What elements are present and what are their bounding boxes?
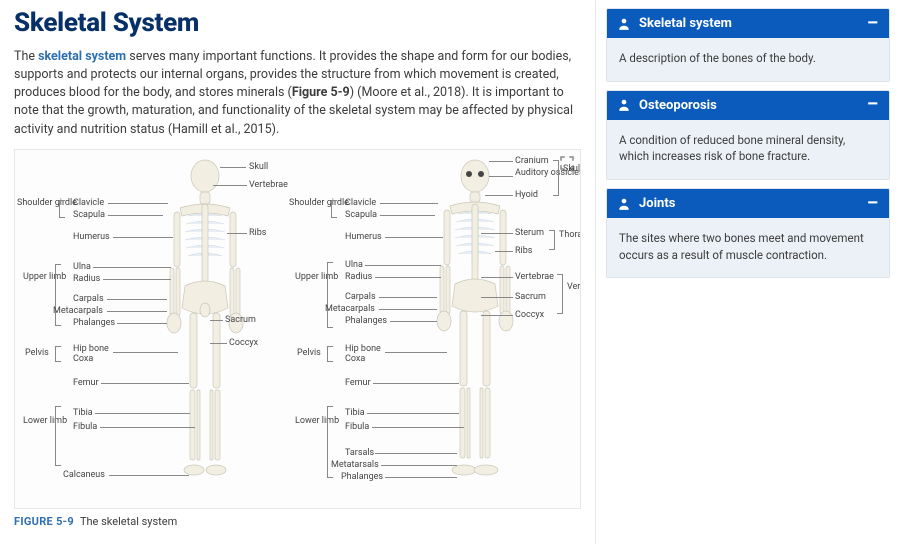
skeleton-anterior (410, 158, 540, 503)
label-skull-assoc: Skull and associated bone (563, 164, 581, 174)
label-fibula-2: Fibula (345, 422, 369, 432)
sidebar: Skeletal system − A description of the b… (595, 0, 900, 544)
label-hyoid: Hyoid (515, 190, 538, 200)
skeletal-system-link[interactable]: skeletal system (38, 49, 126, 64)
label-pelvis: Pelvis (25, 348, 49, 358)
label-lower-limb: Lower limb (23, 416, 53, 426)
label-metatarsals: Metatarsals (331, 460, 379, 470)
label-tarsals: Tarsals (345, 448, 374, 458)
label-hip-bone: Hip bone (73, 344, 109, 354)
label-coxa-2: Coxa (345, 354, 365, 364)
collapse-icon: − (867, 19, 879, 29)
glossary-title: Joints (639, 196, 675, 211)
figure-caption: FIGURE 5-9 The skeletal system (14, 515, 581, 528)
label-sternum: Sterum (515, 228, 544, 238)
label-radius-2: Radius (345, 272, 372, 282)
intro-text: The (14, 49, 38, 64)
label-vertebrae-2: Vertebrae (515, 272, 554, 282)
label-auditory: Auditory ossicles (515, 168, 555, 178)
figure-number: FIGURE 5-9 (14, 515, 74, 528)
collapse-icon: − (867, 199, 879, 209)
label-sacrum: Sacrum (225, 315, 256, 325)
figure-reference: Figure 5-9 (292, 85, 350, 100)
label-carpals: Carpals (73, 294, 104, 304)
label-femur-2: Femur (345, 378, 371, 388)
intro-paragraph: The skeletal system serves many importan… (14, 48, 581, 139)
glossary-box-skeletal-system: Skeletal system − A description of the b… (606, 8, 890, 82)
label-scapula: Scapula (73, 210, 105, 220)
label-vert-col: Vertebral column (567, 282, 581, 292)
label-carpals-2: Carpals (345, 292, 376, 302)
glossary-body: A condition of reduced bone mineral dens… (607, 120, 889, 179)
glossary-title: Skeletal system (639, 16, 732, 31)
label-ribs-2: Ribs (515, 246, 532, 256)
label-phalanges-2: Phalanges (345, 316, 387, 326)
label-hip-bone-2: Hip bone (345, 344, 381, 354)
label-cranium: Cranium (515, 156, 549, 166)
label-metacarpals-2: Metacarpals (325, 304, 375, 314)
collapse-icon: − (867, 100, 879, 110)
page-title: Skeletal System (14, 8, 581, 38)
figure-container: Skull Vertebrae Ribs Sacrum Coccyx Shoul… (14, 149, 581, 509)
glossary-box-joints: Joints − The sites where two bones meet … (606, 188, 890, 278)
label-scapula-2: Scapula (345, 210, 377, 220)
label-tibia-2: Tibia (345, 408, 365, 418)
glossary-body: The sites where two bones meet and movem… (607, 218, 889, 277)
label-humerus: Humerus (73, 232, 110, 242)
label-thoracic: Thoracic cage (559, 230, 581, 240)
label-tibia: Tibia (73, 408, 93, 418)
label-shoulder-girdle-2: Shoulder girdle (289, 198, 329, 208)
person-icon (617, 17, 631, 31)
label-femur: Femur (73, 378, 99, 388)
figure-caption-text: The skeletal system (80, 515, 177, 528)
label-ribs: Ribs (249, 228, 266, 238)
label-shoulder-girdle: Shoulder girdle (17, 198, 57, 208)
label-calcaneus: Calcaneus (63, 470, 105, 480)
label-metacarpals: Metacarpals (53, 306, 103, 316)
label-phalanges-3: Phalanges (341, 472, 383, 482)
label-ulna-2: Ulna (345, 260, 363, 270)
main-content: Skeletal System The skeletal system serv… (0, 0, 595, 544)
glossary-body: A description of the bones of the body. (607, 38, 889, 81)
label-coxa: Coxa (73, 354, 93, 364)
label-humerus-2: Humerus (345, 232, 382, 242)
label-coccyx: Coccyx (229, 338, 258, 348)
label-radius: Radius (73, 274, 100, 284)
label-vertebrae: Vertebrae (249, 180, 288, 190)
label-fibula: Fibula (73, 422, 97, 432)
glossary-header[interactable]: Joints − (607, 189, 889, 218)
label-phalanges: Phalanges (73, 318, 115, 328)
person-icon (617, 197, 631, 211)
glossary-header[interactable]: Skeletal system − (607, 9, 889, 38)
label-lower-limb-2: Lower limb (295, 416, 325, 426)
skeleton-diagram: Skull Vertebrae Ribs Sacrum Coccyx Shoul… (15, 150, 580, 508)
label-ulna: Ulna (73, 262, 91, 272)
label-upper-limb: Upper limb (23, 272, 53, 282)
glossary-header[interactable]: Osteoporosis − (607, 91, 889, 120)
label-clavicle-2: Clavicle (345, 198, 376, 208)
label-pelvis-2: Pelvis (297, 348, 321, 358)
glossary-box-osteoporosis: Osteoporosis − A condition of reduced bo… (606, 90, 890, 180)
person-icon (617, 98, 631, 112)
label-coccyx-2: Coccyx (515, 310, 544, 320)
glossary-title: Osteoporosis (639, 98, 717, 113)
label-skull: Skull (249, 162, 268, 172)
skeleton-posterior (140, 158, 270, 503)
label-upper-limb-2: Upper limb (295, 272, 325, 282)
label-sacrum-2: Sacrum (515, 292, 546, 302)
label-clavicle: Clavicle (73, 198, 104, 208)
